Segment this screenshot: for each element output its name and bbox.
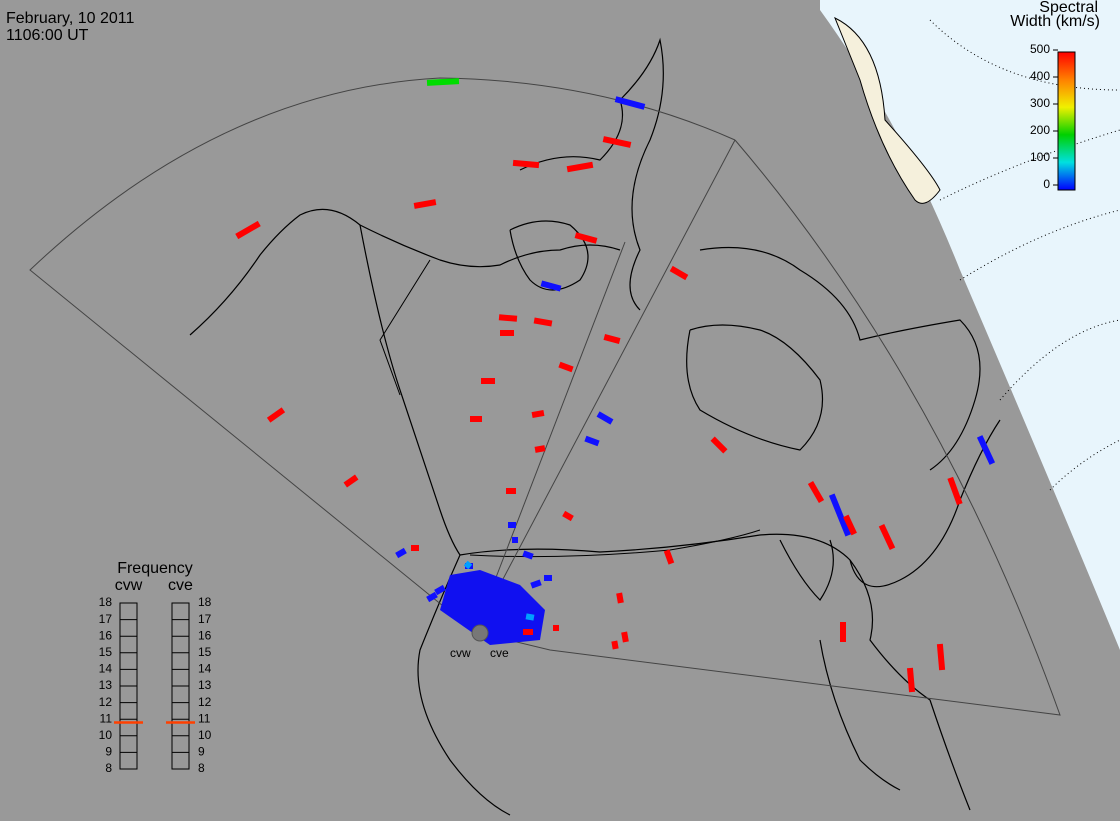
velocity-vector — [470, 416, 482, 422]
velocity-vector — [531, 410, 545, 418]
velocity-vector — [434, 584, 446, 596]
frequency-tick-label: 16 — [198, 628, 212, 642]
velocity-vector — [663, 549, 675, 565]
radar-label: cvw — [450, 646, 471, 660]
velocity-vector — [508, 522, 516, 528]
velocity-vectors — [235, 78, 996, 693]
frequency-tick-label: 12 — [99, 695, 113, 709]
velocity-vector — [544, 575, 552, 581]
velocity-vector — [481, 378, 495, 384]
frequency-tick-label: 16 — [99, 628, 113, 642]
velocity-vector — [558, 361, 574, 373]
colorbar-tick-label: 300 — [1030, 96, 1050, 110]
velocity-vector — [522, 550, 534, 560]
velocity-vector — [669, 265, 689, 281]
velocity-vector — [936, 643, 946, 671]
velocity-vector — [562, 510, 574, 522]
frequency-tick-label: 18 — [198, 595, 212, 609]
velocity-vector — [584, 435, 600, 447]
radar-name: cvw — [115, 577, 143, 594]
velocity-vector — [266, 407, 286, 423]
velocity-vector — [506, 488, 516, 494]
greenland-coast — [834, 16, 941, 204]
velocity-vector — [512, 537, 518, 543]
velocity-vector — [512, 159, 540, 169]
velocity-vector — [878, 523, 896, 551]
date: February, 10 2011 — [6, 10, 134, 27]
latitude-circles — [929, 19, 1120, 491]
frequency-tick-label: 8 — [105, 761, 112, 775]
velocity-vector — [553, 625, 559, 631]
frequency-tick-label: 14 — [99, 662, 113, 676]
velocity-vector — [828, 493, 852, 537]
velocity-vector — [602, 136, 632, 148]
colorbar-tick-label: 200 — [1030, 123, 1050, 137]
frequency-tick-label: 10 — [198, 728, 212, 742]
velocity-vector — [621, 631, 629, 643]
velocity-vector — [500, 330, 514, 336]
frequency-tick-label: 17 — [99, 612, 113, 626]
colorbar-tick-label: 500 — [1030, 42, 1050, 56]
velocity-vector — [525, 613, 535, 621]
frequency-tick-label: 17 — [198, 612, 212, 626]
colorbar-tick-label: 400 — [1030, 69, 1050, 83]
radar-name: cve — [168, 577, 193, 594]
time: 1106:00 UT — [6, 27, 89, 44]
velocity-vector — [906, 667, 916, 693]
velocity-vector — [614, 96, 646, 110]
velocity-vector — [498, 314, 518, 322]
velocity-vector — [603, 334, 621, 344]
frequency-tick-label: 14 — [198, 662, 212, 676]
sunlit-region — [820, 0, 1120, 650]
velocity-fan — [440, 570, 545, 645]
velocity-vector — [611, 640, 619, 650]
frequency-tick-label: 18 — [99, 595, 113, 609]
radar-site — [471, 624, 489, 642]
colorbar-title: Spectral — [1039, 0, 1098, 16]
frequency-tick-label: 12 — [198, 695, 212, 709]
velocity-vector — [235, 220, 261, 240]
velocity-vector — [807, 480, 825, 504]
velocity-vector — [616, 592, 624, 604]
velocity-vector — [426, 78, 460, 86]
frequency-title: Frequency — [117, 560, 193, 577]
velocity-vector — [534, 445, 546, 453]
velocity-vector — [395, 547, 407, 559]
radar-label: cve — [490, 646, 509, 660]
velocity-vector — [411, 545, 419, 551]
velocity-vector — [413, 199, 437, 209]
velocity-vector — [596, 411, 614, 425]
velocity-vector — [343, 474, 359, 488]
frequency-tick-label: 8 — [198, 761, 205, 775]
frequency-tick-label: 11 — [100, 711, 113, 725]
colorbar-tick-label: 0 — [1043, 177, 1050, 191]
colorbar-title: Width (km/s) — [1010, 13, 1100, 30]
velocity-vector — [566, 161, 594, 173]
velocity-vector — [426, 591, 438, 603]
velocity-vector — [947, 476, 963, 506]
colorbar-tick-label: 100 — [1030, 150, 1050, 164]
frequency-tick-label: 9 — [105, 745, 112, 759]
frequency-tick-label: 11 — [198, 711, 211, 725]
frequency-tick-label: 10 — [99, 728, 113, 742]
velocity-vector — [710, 436, 728, 454]
frequency-tick-label: 13 — [99, 678, 113, 692]
velocity-vector — [463, 560, 473, 570]
political-borders — [379, 259, 761, 558]
velocity-vector — [540, 280, 562, 292]
velocity-vector — [840, 622, 846, 642]
frequency-tick-label: 15 — [198, 645, 212, 659]
velocity-vector — [533, 317, 553, 327]
frequency-tick-label: 15 — [99, 645, 113, 659]
frequency-tick-label: 9 — [198, 745, 205, 759]
frequency-tick-label: 13 — [198, 678, 212, 692]
colorbar — [1057, 51, 1076, 191]
velocity-vector — [843, 514, 857, 536]
velocity-vector — [530, 579, 542, 589]
velocity-vector — [523, 629, 533, 635]
velocity-vector — [976, 435, 996, 465]
velocity-vector — [574, 232, 598, 244]
